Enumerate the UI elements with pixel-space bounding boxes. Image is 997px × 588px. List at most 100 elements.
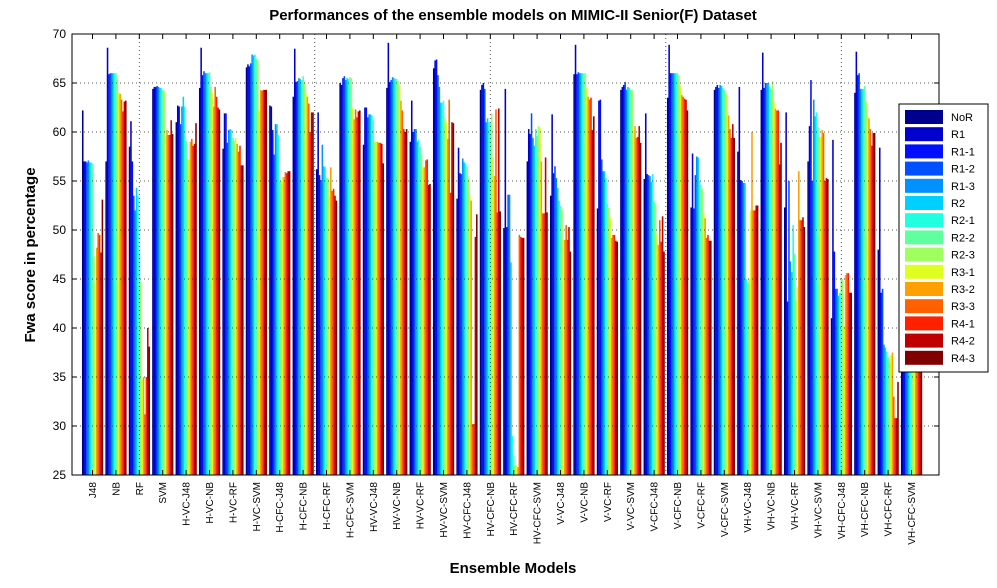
bar [744,182,746,475]
bar [843,326,845,475]
y-tick-label: 45 [53,272,67,286]
legend-swatch [905,161,943,176]
bar [761,52,764,476]
x-tick-label: H-CFC-J48 [275,482,286,533]
bar [88,162,91,475]
y-tick-label: 70 [53,27,67,41]
bar [738,86,741,476]
bar [855,51,858,475]
bar [140,281,142,475]
bar [644,113,647,475]
y-tick-label: 50 [53,223,67,237]
bar [210,86,212,476]
bar [861,88,863,475]
bar [365,107,368,475]
bar [198,87,201,476]
bar [564,239,566,475]
bar [141,378,143,475]
bar [668,44,670,475]
bar [542,213,544,475]
bar [488,122,490,475]
bar [300,80,303,475]
bar [894,418,896,475]
bar [793,253,796,475]
x-tick-label: H-VC-J48 [182,482,193,526]
bar [558,200,560,475]
bar [170,120,172,476]
bar [257,60,259,476]
bar [865,101,867,476]
bar [515,465,518,475]
bar [694,175,697,475]
bar [913,272,916,475]
bar [310,112,313,476]
bar [350,78,353,475]
bar [638,126,640,476]
bar [795,300,797,475]
bar [745,279,748,475]
bar [176,105,179,475]
bar [283,177,285,475]
bar [476,214,478,475]
bar [854,92,856,476]
bar [166,130,168,476]
bar [200,47,202,475]
bar [554,166,556,476]
bar [437,75,439,475]
bar [192,145,194,475]
bar [415,129,417,475]
bar [222,148,224,475]
x-tick-label: HV-CFC-NB [486,482,497,537]
y-tick-label: 60 [53,125,67,139]
bar [347,79,350,475]
bar [432,68,435,476]
bar [533,145,536,475]
bar [116,78,119,475]
bar [713,89,716,476]
bar [153,86,156,476]
bar [833,251,836,475]
bar [179,124,182,475]
bar [396,79,398,475]
bar [544,157,547,476]
bar [100,252,102,475]
bar [513,455,515,475]
bar [203,71,205,476]
bar [110,73,113,475]
bar [814,116,816,475]
bar [747,282,749,475]
bar [651,174,654,475]
bar [720,85,723,475]
bar [786,301,789,475]
bar [169,134,171,475]
bar [593,116,595,475]
bar [163,90,165,475]
chart-title: Performances of the ensemble models on M… [269,7,757,24]
bar [646,174,648,475]
y-tick-label: 40 [53,321,67,335]
bar [457,147,460,475]
bar [578,73,581,475]
bar [335,200,338,475]
bar [672,73,675,475]
legend-label: R2-1 [951,215,975,227]
bar [426,159,428,475]
bar [230,130,233,476]
bar [552,173,555,475]
legend-label: R4-3 [951,353,975,365]
bar [312,112,314,476]
bar [240,165,243,475]
bar [621,86,624,476]
bar [495,109,497,476]
bar [840,279,843,475]
bar [789,261,792,475]
bar [678,75,680,475]
bar [452,123,455,476]
bar [608,207,610,475]
bar [695,156,698,475]
bar [324,167,326,475]
bar [919,279,921,475]
bar [526,161,529,475]
bar [492,157,494,476]
x-tick-label: RF [135,482,146,495]
